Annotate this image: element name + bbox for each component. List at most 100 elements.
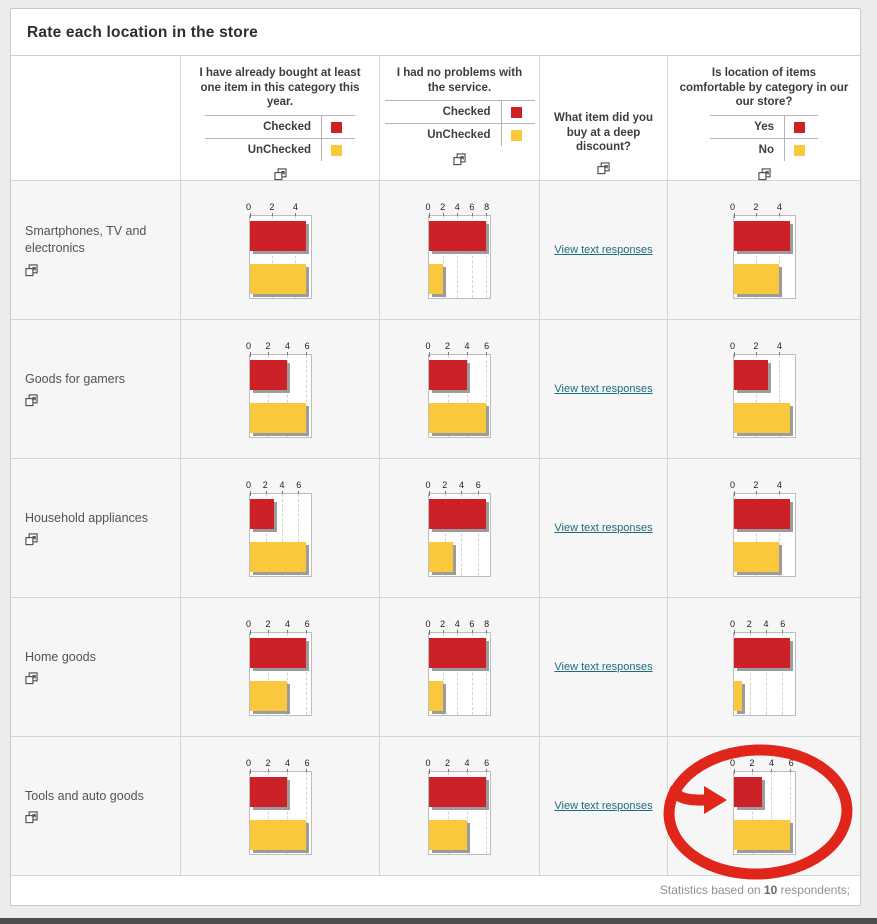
bar-checked (429, 220, 486, 251)
axis-tick-label: 4 (454, 201, 460, 212)
axis-tick-label: 2 (749, 757, 755, 768)
gridline (447, 771, 449, 854)
axis-tick-label: 6 (469, 201, 475, 212)
legend-swatch-cell (500, 124, 535, 147)
gridline (306, 771, 308, 854)
axis-tick-label: 4 (763, 618, 769, 629)
legend-label-unchecked: UnChecked (427, 129, 491, 142)
popout-icon[interactable] (25, 533, 38, 546)
bar-unchecked (249, 263, 307, 294)
question-text-q2: I had no problems with the service. (396, 67, 523, 94)
legend-label-no: No (758, 144, 774, 157)
axis-tick-label: 2 (445, 340, 451, 351)
axis-tick-label: 2 (753, 479, 759, 490)
page-title: Rate each location in the store (27, 24, 259, 41)
view-text-responses-link[interactable]: View text responses (554, 383, 653, 395)
header-corner-cell (11, 56, 181, 181)
gridline (466, 771, 468, 854)
axis-tick-mark (756, 212, 758, 218)
axis-tick-mark (778, 490, 780, 496)
axis-tick-mark (765, 629, 767, 635)
chart-plot-area (248, 490, 312, 577)
axis-tick-label: 0 (245, 618, 252, 629)
gridline (268, 771, 270, 854)
legend-swatch-cell (784, 139, 818, 162)
axis-tick-label: 0 (245, 201, 252, 212)
bar-unchecked (429, 263, 444, 294)
axis-tick-label: 0 (245, 757, 252, 768)
axis-tick-mark (306, 629, 308, 635)
axis-tick-mark (306, 768, 308, 774)
gridline (265, 493, 267, 576)
chart-cell-q1: 0 2 4 6 (181, 320, 380, 459)
survey-table: I have already bought at least one item … (11, 56, 860, 876)
bar-checked (249, 637, 307, 668)
popout-icon[interactable] (597, 162, 610, 175)
axis-tick-label: 6 (304, 340, 310, 351)
legend-q2: Checked UnChecked (384, 100, 535, 147)
popout-icon[interactable] (757, 168, 771, 181)
legend-label-checked: Checked (263, 121, 311, 134)
axis-tick-mark (443, 629, 445, 635)
bar-chart: 0 2 4 6 (425, 757, 491, 855)
popout-icon[interactable] (25, 264, 38, 277)
chart-cell-q4: 0 2 4 (668, 181, 860, 320)
view-text-responses-link[interactable]: View text responses (554, 661, 653, 673)
axis-tick-mark (429, 629, 430, 635)
gridline (287, 354, 289, 437)
checked-color-swatch (331, 121, 342, 133)
axis-tick-label: 8 (484, 618, 490, 629)
bar-chart: 0 2 4 (729, 479, 796, 577)
axis-tick-mark (778, 212, 780, 218)
axis-tick-label: 4 (285, 757, 291, 768)
text-responses-cell: View text responses (540, 598, 668, 737)
question-text-q4: Is location of items comfortable by cate… (679, 67, 849, 109)
bar-checked (249, 359, 288, 390)
legend-label-unchecked: UnChecked (247, 144, 311, 157)
legend-row-unchecked: UnChecked (205, 138, 355, 162)
legend-row-no: No (710, 138, 818, 162)
axis-tick-mark (782, 629, 784, 635)
popout-icon[interactable] (273, 168, 287, 181)
axis-tick-label: 0 (729, 479, 736, 490)
row-label: Tools and auto goods (25, 788, 144, 803)
popout-icon[interactable] (25, 811, 38, 824)
axis-tick-mark (443, 212, 445, 218)
popout-icon[interactable] (453, 153, 466, 166)
bar-checked (429, 637, 486, 668)
axis-tick-label: 6 (484, 340, 490, 351)
axis-tick-mark (457, 212, 459, 218)
axis-tick-label: 4 (464, 340, 470, 351)
view-text-responses-link[interactable]: View text responses (554, 800, 653, 812)
axis-tick-mark (429, 212, 430, 218)
chart-plot-area (248, 768, 312, 855)
gridline (466, 354, 468, 437)
row-label-cell: Tools and auto goods (11, 737, 181, 876)
window-bottom-edge (0, 918, 877, 924)
view-text-responses-link[interactable]: View text responses (554, 522, 653, 534)
axis-tick-mark (733, 490, 735, 496)
gridline (485, 771, 487, 854)
axis-tick-label: 0 (729, 618, 736, 629)
row-label-cell: Goods for gamers (11, 320, 181, 459)
column-header-q3: What item did you buy at a deep discount… (540, 56, 668, 181)
axis-tick-label: 6 (484, 757, 490, 768)
legend-q4: Yes No (710, 115, 818, 162)
legend-row-yes: Yes (710, 115, 818, 139)
view-text-responses-link[interactable]: View text responses (554, 244, 653, 256)
popout-icon[interactable] (25, 394, 38, 407)
axis-tick-mark (265, 490, 267, 496)
popout-icon[interactable] (25, 672, 38, 685)
respondent-count: 10 (763, 883, 778, 897)
axis-tick-label: 0 (425, 618, 431, 629)
bar-checked (733, 498, 791, 529)
bar-unchecked (429, 541, 454, 572)
gridline (782, 632, 784, 715)
axis-tick-label: 0 (729, 757, 736, 768)
axis-tick-mark (477, 490, 479, 496)
gridline (485, 354, 487, 437)
bar-checked (429, 776, 486, 807)
gridline (281, 493, 283, 576)
legend-row-unchecked: UnChecked (384, 123, 535, 147)
